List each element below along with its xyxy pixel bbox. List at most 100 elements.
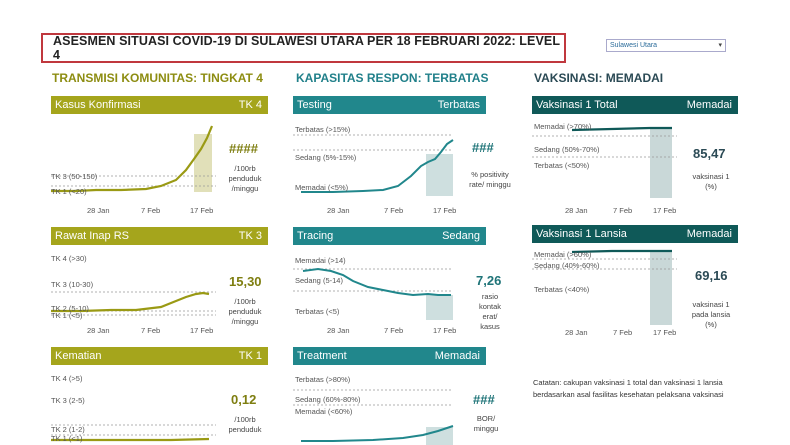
vaks1-level-label: Sedang (50%-70%) [534,145,600,154]
treatment-level-label: Memadai (<60%) [295,407,353,416]
vakslansia-level-label: Terbatas (<40%) [534,285,590,294]
kematian-value: 0,12 [231,392,257,407]
vakslansia-header: Vaksinasi 1 Lansia Memadai [532,225,738,243]
date-tick: 7 Feb [613,206,633,215]
treatment-level-label: Sedang (60%-80%) [295,395,361,404]
date-tick: 17 Feb [190,326,214,335]
date-tick: 17 Feb [653,206,677,215]
treatment-unit: BOR/minggu [468,414,504,434]
page-title: ASESMEN SITUASI COVID-19 DI SULAWESI UTA… [41,33,566,63]
section-kapasitas: KAPASITAS RESPON: TERBATAS [296,71,489,85]
vaks1-level-label: Memadai (>70%) [534,122,592,131]
date-tick: 28 Jan [565,328,588,337]
kematian-unit: /100rb penduduk [225,415,265,435]
kematian-level: TK 1 [238,350,262,362]
testing-title: Testing [297,99,332,111]
rawat-title: Rawat Inap RS [55,230,129,242]
testing-level-label: Sedang (5%-15%) [295,153,357,162]
vaks1-unit-line: vaksinasi 1 [692,172,730,181]
kematian-level-label: TK 1 (<1) [51,434,83,443]
region-select[interactable]: Sulawesi Utara ▾ [606,39,726,52]
date-tick: 7 Feb [613,328,633,337]
rawat-level-label: TK 2 (5-10) [51,304,89,313]
kasus-title: Kasus Konfirmasi [55,99,141,111]
treatment-level-label: Terbatas (>80%) [295,375,351,384]
date-tick: 17 Feb [653,328,677,337]
vaks1-level-label: Terbatas (<50%) [534,161,590,170]
kematian-line [51,437,210,442]
kasus-unit-line: /minggu [231,184,259,193]
tracing-value: 7,26 [476,273,502,288]
vaks1-title: Vaksinasi 1 Total [536,99,618,111]
kematian-chart [51,424,216,442]
rawat-unit-line: /minggu [231,317,259,326]
kasus-level: TK 4 [238,99,262,111]
testing-value: ### [472,140,494,155]
date-tick: 28 Jan [87,206,110,215]
vakslansia-status: Memadai [686,228,732,240]
tracing-unit-line: kasus [480,322,500,331]
tracing-title: Tracing [297,230,334,242]
testing-unit-line: % positivity [471,170,509,179]
vakslansia-unit-line: pada lansia [691,310,731,319]
vaks1-header: Vaksinasi 1 Total Memadai [532,96,738,114]
date-tick: 28 Jan [565,206,588,215]
date-tick: 7 Feb [384,326,404,335]
rawat-chart [51,291,216,316]
testing-level-label: Memadai (<5%) [295,183,349,192]
vaks1-status: Memadai [686,99,732,111]
kasus-chart [51,125,216,193]
kematian-unit-line: penduduk [228,425,262,434]
vaks1-unit-line: (%) [705,182,717,191]
footnote: Catatan: cakupan vaksinasi 1 total dan v… [533,378,724,399]
date-tick: 28 Jan [327,326,350,335]
tracing-chart [293,267,453,320]
kasus-line [51,125,214,193]
treatment-status: Memadai [434,350,480,362]
tracing-level-label: Terbatas (<5) [295,307,340,316]
date-tick: 17 Feb [433,206,457,215]
testing-unit: % positivity rate/ minggu [462,170,518,190]
rawat-level: TK 3 [238,230,262,242]
vakslansia-line [571,249,672,254]
date-tick: 28 Jan [87,326,110,335]
kasus-value: #### [229,141,258,156]
testing-unit-line: rate/ minggu [469,180,511,189]
chevron-down-icon: ▾ [718,42,722,49]
vakslansia-chart [532,249,677,325]
kasus-unit-line: /100rb [234,164,256,173]
date-tick: 17 Feb [433,326,457,335]
treatment-unit-line: minggu [473,424,499,433]
kematian-level-label: TK 3 (2-5) [51,396,85,405]
vaks1-unit: vaksinasi 1 (%) [683,172,739,192]
tracing-unit-line: kontak [478,302,502,311]
kasus-highlight [194,134,212,192]
tracing-unit: rasio kontak erat/kasus [472,292,508,332]
treatment-title: Treatment [297,350,347,362]
vakslansia-highlight [650,251,672,325]
page-title-text: ASESMEN SITUASI COVID-19 DI SULAWESI UTA… [53,34,560,62]
vakslansia-level-label: Memadai (>60%) [534,250,592,259]
testing-line [301,139,454,193]
kasus-level-label: TK 3 (50-150) [51,172,98,181]
rawat-header: Rawat Inap RS TK 3 [51,227,268,245]
tracing-unit-line: rasio [481,292,499,301]
vakslansia-value: 69,16 [695,268,728,283]
date-tick: 28 Jan [327,206,350,215]
tracing-line [302,267,451,297]
treatment-chart [293,389,454,445]
vakslansia-unit-line: (%) [705,320,717,329]
section-transmisi: TRANSMISI KOMUNITAS: TINGKAT 4 [52,71,263,85]
tracing-unit-line: erat/ [482,312,498,321]
kasus-unit-line: penduduk [228,174,262,183]
date-tick: 7 Feb [384,206,404,215]
section-vaksinasi: VAKSINASI: MEMADAI [534,71,664,85]
treatment-unit-line: BOR/ [476,414,496,423]
kasus-header: Kasus Konfirmasi TK 4 [51,96,268,114]
testing-header: Testing Terbatas [293,96,486,114]
rawat-unit-line: /100rb [234,297,256,306]
kematian-level-label: TK 2 (1-2) [51,425,85,434]
rawat-line [51,291,210,313]
vakslansia-title: Vaksinasi 1 Lansia [536,228,627,240]
tracing-highlight [426,295,453,320]
